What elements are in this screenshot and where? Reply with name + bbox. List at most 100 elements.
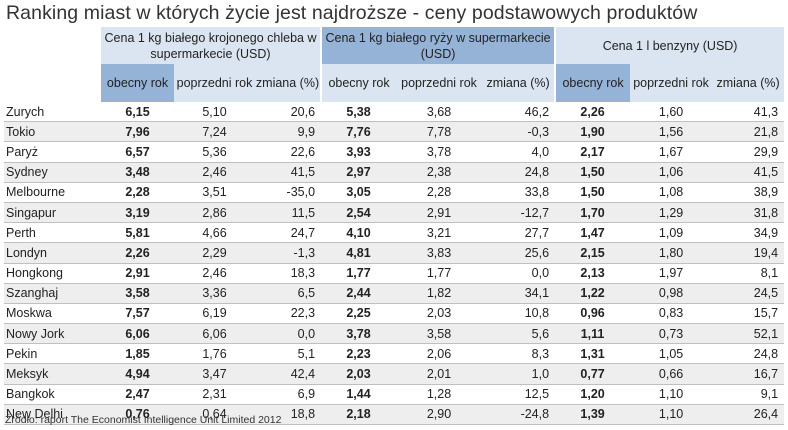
rice-change: -12,7 [482, 202, 556, 224]
table-row: Bangkok 2,47 2,31 6,9 1,44 1,28 12,5 1,20 1,10 9,… [4, 384, 785, 405]
petrol-change: 52,1 [712, 323, 785, 345]
table-row: Meksyk 4,94 3,47 42,4 2,03 2,01 1,0 0,77 0,66 16,… [4, 363, 785, 385]
table-row: Singapur 3,19 2,86 11,5 2,54 2,91 -12,7 1,70 1,2… [4, 202, 785, 224]
bread-previous: 1,76 [174, 343, 255, 365]
petrol-current: 2,15 [555, 242, 631, 264]
table-row: Melbourne 2,28 3,51 -35,0 3,05 2,28 33,8 1,50 1,… [4, 182, 785, 203]
city-name: Perth [4, 222, 101, 244]
city-name: New Delhi [4, 404, 101, 426]
city-name: Sydney [4, 162, 101, 183]
sub-header-row: obecny rok poprzedni rok zmiana (%) obec… [4, 64, 785, 102]
rice-current: 5,38 [321, 102, 397, 123]
petrol-previous: 0,98 [630, 283, 713, 304]
subheader-change: zmiana (%) [712, 64, 785, 102]
bread-current: 7,57 [101, 303, 174, 325]
header-corner-sub [4, 64, 101, 102]
rice-current: 2,54 [321, 202, 397, 224]
bread-current: 2,26 [101, 242, 174, 264]
bread-change: 20,6 [255, 102, 322, 123]
group-header-rice: Cena 1 kg białego ryży w supermarkecie (… [320, 27, 556, 64]
subheader-previous-year: poprzedni rok [396, 64, 483, 102]
rice-current: 3,93 [321, 141, 397, 163]
bread-previous: 7,24 [174, 121, 255, 143]
source-note: Źródło: raport The Economist Intelligenc… [5, 414, 282, 426]
bread-change: 41,5 [255, 162, 322, 183]
group-header-bread: Cena 1 kg białego krojonego chleba w sup… [101, 27, 322, 64]
group-header-row: Cena 1 kg białego krojonego chleba w sup… [4, 27, 785, 64]
bread-change: 6,9 [255, 384, 322, 405]
petrol-current: 0,96 [555, 303, 631, 325]
petrol-previous: 0,83 [630, 303, 713, 325]
city-name: Pekin [4, 343, 101, 365]
subheader-change: zmiana (%) [255, 64, 322, 102]
bread-current: 5,81 [101, 222, 174, 244]
bread-change: 6,5 [255, 283, 322, 304]
bread-previous: 5,10 [174, 102, 255, 123]
table-row: Londyn 2,26 2,29 -1,3 4,81 3,83 25,6 2,15 1,80 19… [4, 242, 785, 264]
petrol-current: 1,47 [555, 222, 631, 244]
city-name: Melbourne [4, 182, 101, 203]
petrol-change: 9,1 [712, 384, 785, 405]
rice-change: -24,8 [482, 404, 556, 426]
rice-previous: 3,83 [396, 242, 483, 264]
petrol-change: 24,5 [712, 283, 785, 304]
bread-current: 3,19 [101, 202, 174, 224]
petrol-current: 2,26 [555, 102, 631, 123]
rice-previous: 2,38 [396, 162, 483, 183]
city-name: Nowy Jork [4, 323, 101, 345]
petrol-previous: 1,08 [630, 182, 713, 203]
rice-previous: 3,68 [396, 102, 483, 123]
rice-current: 3,05 [321, 182, 397, 203]
petrol-current: 2,13 [555, 263, 631, 284]
price-table: Cena 1 kg białego krojonego chleba w sup… [4, 27, 785, 426]
bread-current: 6,57 [101, 141, 174, 163]
petrol-previous: 1,10 [630, 384, 713, 405]
bread-change: -1,3 [255, 242, 322, 264]
table-row: Paryż 6,57 5,36 22,6 3,93 3,78 4,0 2,17 1,67 29,9 [4, 141, 785, 163]
petrol-change: 38,9 [712, 182, 785, 203]
rice-previous: 2,01 [396, 363, 483, 385]
subheader-change: zmiana (%) [482, 64, 556, 102]
petrol-current: 1,11 [555, 323, 631, 345]
bread-change: 24,7 [255, 222, 322, 244]
petrol-previous: 1,67 [630, 141, 713, 163]
bread-change: 22,6 [255, 141, 322, 163]
rice-change: 8,3 [482, 343, 556, 365]
table-row: Szanghaj 3,58 3,36 6,5 2,44 1,82 34,1 1,22 0,98 2… [4, 283, 785, 304]
petrol-change: 41,3 [712, 102, 785, 123]
rice-previous: 7,78 [396, 121, 483, 143]
rice-current: 2,25 [321, 303, 397, 325]
rice-previous: 2,03 [396, 303, 483, 325]
rice-previous: 2,90 [396, 404, 483, 426]
subheader-current-year: obecny rok [320, 64, 397, 102]
bread-current: 3,58 [101, 283, 174, 304]
rice-change: 10,8 [482, 303, 556, 325]
rice-previous: 1,82 [396, 283, 483, 304]
petrol-change: 34,9 [712, 222, 785, 244]
petrol-change: 26,4 [712, 404, 785, 426]
petrol-previous: 1,10 [630, 404, 713, 426]
rice-change: 33,8 [482, 182, 556, 203]
rice-current: 2,03 [321, 363, 397, 385]
bread-current: 7,96 [101, 121, 174, 143]
subheader-previous-year: poprzedni rok [630, 64, 713, 102]
group-header-petrol: Cena 1 l benzyny (USD) [554, 27, 785, 64]
page-title: Ranking miast w których życie jest najdr… [6, 2, 698, 24]
bread-current: 6,06 [101, 323, 174, 345]
petrol-change: 19,4 [712, 242, 785, 264]
city-name: Tokio [4, 121, 101, 143]
subheader-current-year: obecny rok [101, 64, 174, 102]
petrol-change: 29,9 [712, 141, 785, 163]
petrol-previous: 1,56 [630, 121, 713, 143]
rice-previous: 3,21 [396, 222, 483, 244]
table-row: Moskwa 7,57 6,19 22,3 2,25 2,03 10,8 0,96 0,83 15… [4, 303, 785, 325]
petrol-previous: 1,05 [630, 343, 713, 365]
subheader-current-year: obecny rok [554, 64, 631, 102]
petrol-current: 0,77 [555, 363, 631, 385]
rice-current: 4,81 [321, 242, 397, 264]
petrol-change: 21,8 [712, 121, 785, 143]
petrol-current: 1,20 [555, 384, 631, 405]
petrol-current: 1,31 [555, 343, 631, 365]
rice-previous: 2,28 [396, 182, 483, 203]
petrol-current: 1,39 [555, 404, 631, 426]
